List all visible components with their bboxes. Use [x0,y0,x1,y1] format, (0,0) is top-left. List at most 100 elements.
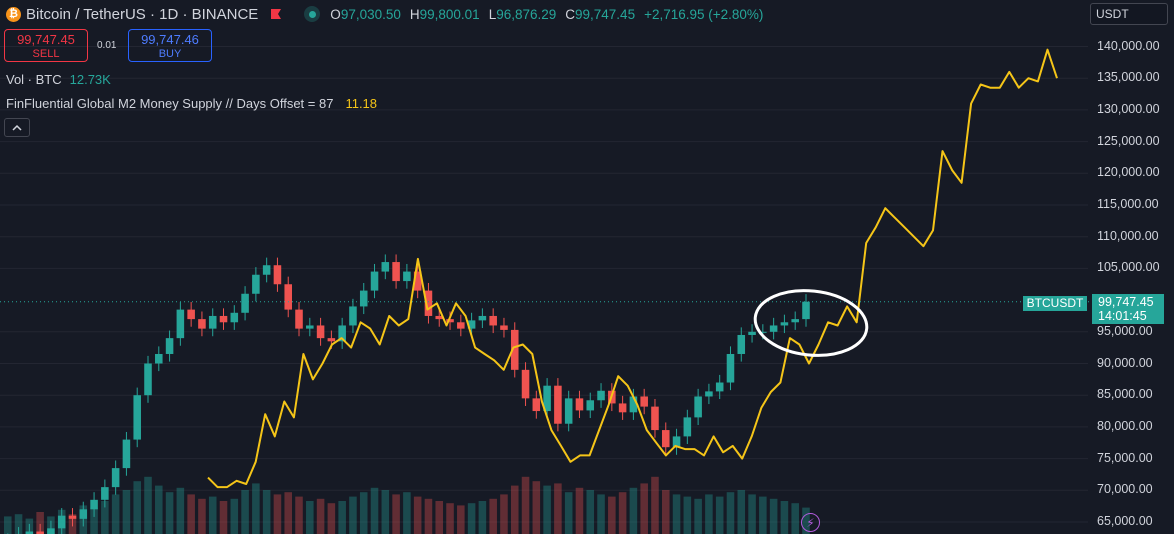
collapse-legend-button[interactable] [4,118,30,137]
candle-body [359,290,368,307]
spread-value: 0.01 [97,40,117,51]
change-value: +2,716.95 (+2.80%) [644,6,764,22]
volume-bar [478,501,487,534]
price-axis-label: 115,000.00 [1097,197,1159,211]
volume-bar [36,512,44,534]
sell-button[interactable]: 99,747.45 SELL [4,29,88,62]
candle-body [187,309,195,320]
candle-body [90,499,98,510]
candle-body [467,320,476,329]
candle-body [208,315,217,329]
volume-bar [769,498,778,534]
candle-body [370,271,379,291]
candle-body [759,331,767,333]
volume-bar [575,487,584,534]
volume-bar [392,494,400,534]
candle-body [68,515,77,519]
candle-body [262,265,271,275]
volume-bar [467,503,476,534]
candle-body [424,290,433,316]
candle-body [403,271,411,282]
buy-price: 99,747.46 [141,32,199,47]
candle-body [295,309,303,329]
candle-body [338,325,346,342]
volume-bar [284,492,293,534]
candle-body [564,398,573,424]
candle-body [457,322,465,329]
volume-bar [661,490,670,534]
circle-annotation [753,289,869,357]
volume-label: Vol · BTC [6,72,62,87]
candle-body [705,391,713,397]
indicator-label: FinFluential Global M2 Money Supply // D… [6,96,334,111]
volume-bar [295,496,303,534]
volume-legend[interactable]: Vol · BTC 12.73K [6,72,111,87]
price-axis-label: 90,000.00 [1097,355,1153,370]
chart-header: ₿ Bitcoin / TetherUS · 1D · BINANCE O97,… [6,4,763,24]
volume-bar [597,494,605,534]
indicator-legend[interactable]: FinFluential Global M2 Money Supply // D… [6,96,377,111]
volume-bar [165,492,174,534]
sell-price: 99,747.45 [17,32,75,47]
candle-body [219,315,228,323]
volume-bar [500,494,508,534]
candle-body [413,271,422,291]
candle-body [327,338,336,342]
price-axis-label: 65,000.00 [1097,514,1153,528]
volume-bar [359,492,368,534]
candle-body [683,417,692,437]
countdown-value: 14:01:45 [1098,309,1147,323]
volume-bar [510,485,519,534]
candle-body [435,315,444,320]
volume-bar [349,496,357,534]
price-axis-label: 75,000.00 [1097,450,1153,465]
price-axis-label: 120,000.00 [1097,165,1160,180]
volume-bar [715,496,724,534]
price-axis-label: 85,000.00 [1097,387,1153,402]
volume-bar [176,487,185,534]
volume-bar [133,481,141,534]
volume-bar [651,476,659,534]
candle-body [780,322,789,326]
candle-body [748,331,756,335]
candle-body [252,274,260,294]
candle-body [392,262,400,282]
candle-body [791,319,799,323]
volume-bar [122,490,131,534]
volume-bar [726,492,735,534]
candle-body [241,293,249,313]
candle-body [198,319,206,329]
candle-body [133,395,141,440]
volume-bar [683,496,692,534]
volume-bar [4,516,12,534]
candle-body [230,312,239,323]
candle-body [122,439,131,469]
price-axis-label: 105,000.00 [1097,260,1160,275]
candle-body [510,329,519,370]
buy-button[interactable]: 99,747.46 BUY [128,29,212,62]
symbol-title[interactable]: Bitcoin / TetherUS · 1D · BINANCE [26,5,259,23]
volume-bar [306,501,314,534]
candle-body [306,325,314,329]
currency-select[interactable]: USDT [1090,3,1168,25]
candle-body [500,325,508,330]
price-axis-label: 70,000.00 [1097,482,1153,497]
candle-body [597,390,605,401]
flag-icon[interactable] [270,8,282,20]
candle-body [155,353,163,364]
candle-body [694,396,702,418]
price-axis-label: 125,000.00 [1097,133,1160,148]
volume-bar [252,483,260,534]
volume-bar [413,496,422,534]
lightning-bolt-icon[interactable]: ⚡ [801,513,820,532]
candle-body [618,403,627,413]
volume-bar [144,476,152,534]
bitcoin-logo-icon: ₿ [6,6,21,22]
volume-bar [101,501,109,534]
volume-bar [629,487,638,534]
volume-value: 12.73K [69,72,111,87]
candle-body [726,353,735,383]
price-axis-label: 95,000.00 [1097,323,1153,338]
